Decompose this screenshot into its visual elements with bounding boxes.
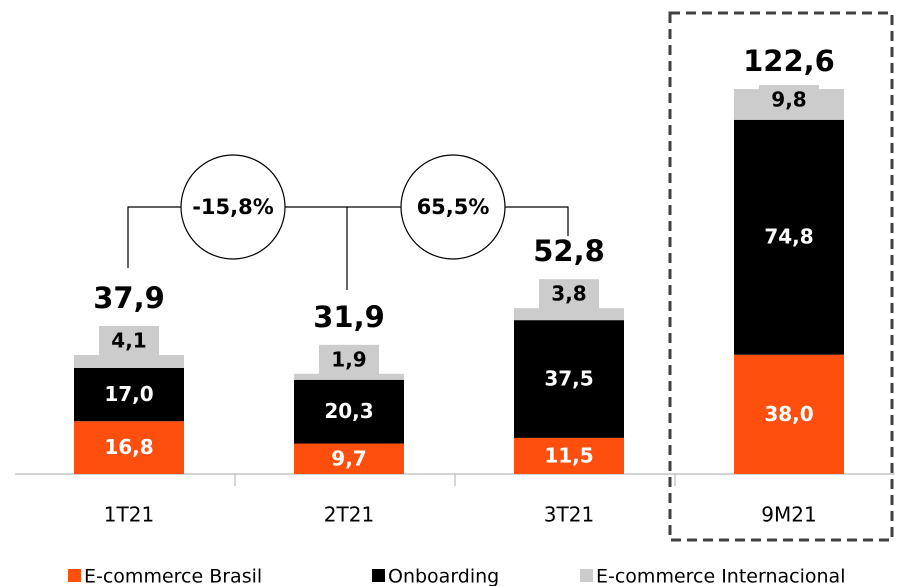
bar-segment <box>74 354 184 368</box>
growth-label: 65,5% <box>417 195 490 219</box>
bar-segment <box>294 379 404 444</box>
growth-label: -15,8% <box>192 195 274 219</box>
value-label-bg <box>99 325 159 356</box>
legend-label: E-commerce Brasil <box>84 566 262 586</box>
value-label: 20,3 <box>324 399 373 423</box>
growth-bubble <box>400 154 506 260</box>
value-label: 3,8 <box>551 282 586 306</box>
value-label: 9,8 <box>771 88 806 112</box>
value-label: 38,0 <box>764 402 813 426</box>
bar-segment <box>514 320 624 438</box>
value-label: 11,5 <box>544 443 593 467</box>
bar-segment <box>514 437 624 474</box>
value-label-bg <box>319 344 379 375</box>
growth-bubble <box>180 154 286 260</box>
total-label: 52,8 <box>533 234 605 268</box>
x-tick-label: 9M21 <box>761 503 816 527</box>
bar-segment <box>294 373 404 380</box>
growth-connectors <box>127 206 569 290</box>
legend-swatch <box>68 569 81 582</box>
bar-segment <box>74 421 184 474</box>
x-tick-label: 1T21 <box>104 503 154 527</box>
total-label: 37,9 <box>93 281 165 315</box>
total-label: 122,6 <box>743 44 835 78</box>
legend-swatch <box>580 569 593 582</box>
legend-label: Onboarding <box>388 566 499 586</box>
value-label: 4,1 <box>111 328 146 352</box>
bar-segment <box>734 354 844 474</box>
value-label-bg <box>759 85 819 116</box>
bar-segment <box>294 443 404 474</box>
bar-segment <box>734 119 844 355</box>
total-label: 31,9 <box>313 300 385 334</box>
value-label: 37,5 <box>544 367 593 391</box>
value-label: 1,9 <box>331 347 366 371</box>
bar-segment <box>514 308 624 321</box>
value-label: 74,8 <box>764 225 813 249</box>
x-tick-label: 3T21 <box>544 503 594 527</box>
value-label: 17,0 <box>104 382 153 406</box>
value-label-bg <box>539 279 599 310</box>
bar-segment <box>74 367 184 422</box>
value-label: 16,8 <box>104 435 153 459</box>
value-label: 9,7 <box>331 446 366 470</box>
highlight-box <box>668 11 894 542</box>
legend-swatch <box>372 569 385 582</box>
legend-label: E-commerce Internacional <box>596 566 845 586</box>
x-tick-label: 2T21 <box>324 503 374 527</box>
